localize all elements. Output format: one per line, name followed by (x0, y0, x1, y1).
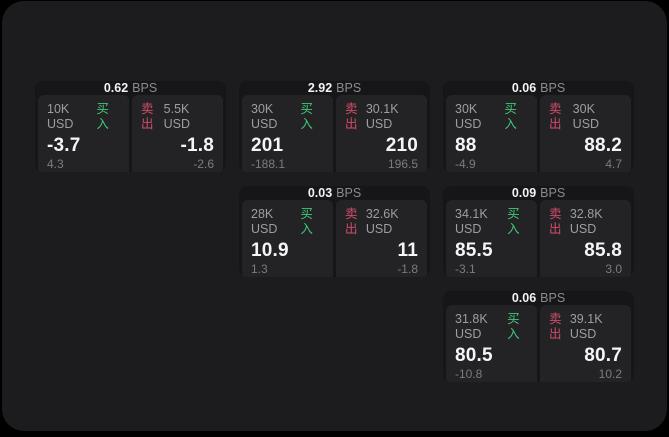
sell-pane[interactable]: 卖出 32.8K USD 85.8 3.0 (540, 200, 631, 277)
buy-price: 10.9 (251, 240, 289, 261)
sell-amount: 5.5K USD (163, 102, 191, 131)
buy-pane[interactable]: 34.1K USD 买入 85.5 -3.1 (446, 200, 537, 277)
buy-amount: 30K USD (455, 102, 482, 131)
quote-card-5: 0.09 BPS 34.1K USD 买入 85.5 -3.1 卖出 32.8K… (443, 186, 634, 277)
bps-value: 0.03 (307, 186, 333, 200)
sell-label: 卖出 (549, 207, 562, 236)
card-header: 0.06 BPS (446, 291, 631, 305)
buy-delta: -4.9 (455, 157, 476, 171)
app-panel: 0.62 BPS 10K USD 买入 -3.7 4.3 卖出 5.5K USD (2, 1, 667, 431)
buy-pane[interactable]: 30K USD 买入 88 -4.9 (446, 95, 537, 172)
sell-price: 11 (397, 240, 418, 261)
buy-amount: 10K USD (47, 102, 74, 131)
buy-price: 85.5 (455, 240, 493, 261)
sell-amount: 32.6K USD (365, 207, 399, 236)
bps-unit: BPS (336, 186, 362, 200)
sell-pane[interactable]: 卖出 39.1K USD 80.7 10.2 (540, 305, 631, 382)
bps-value: 0.06 (511, 291, 537, 305)
sell-label: 卖出 (345, 102, 358, 131)
buy-price: 88 (455, 135, 477, 156)
card-header: 0.62 BPS (38, 81, 223, 95)
bps-value: 0.09 (511, 186, 537, 200)
buy-pane[interactable]: 30K USD 买入 201 -188.1 (242, 95, 333, 172)
buy-label: 买入 (300, 207, 313, 236)
sell-price: 80.7 (584, 345, 622, 366)
bps-unit: BPS (540, 81, 566, 95)
bps-value: 0.62 (103, 81, 129, 95)
buy-delta: -188.1 (251, 157, 286, 171)
sell-pane[interactable]: 卖出 30K USD 88.2 4.7 (540, 95, 631, 172)
buy-pane[interactable]: 28K USD 买入 10.9 1.3 (242, 200, 333, 277)
bps-unit: BPS (336, 81, 362, 95)
buy-label: 买入 (507, 312, 520, 341)
buy-delta: -3.1 (455, 262, 476, 276)
buy-price: -3.7 (47, 135, 81, 156)
buy-label: 买入 (96, 102, 109, 131)
sell-delta: 196.5 (387, 157, 418, 171)
card-header: 2.92 BPS (242, 81, 427, 95)
card-header: 0.06 BPS (446, 81, 631, 95)
sell-delta: -1.8 (397, 262, 418, 276)
quotes-grid: 0.62 BPS 10K USD 买入 -3.7 4.3 卖出 5.5K USD (35, 81, 634, 382)
buy-pane[interactable]: 10K USD 买入 -3.7 4.3 (38, 95, 129, 172)
sell-price: 85.8 (584, 240, 622, 261)
buy-amount: 31.8K USD (455, 312, 488, 341)
quote-card-6: 0.06 BPS 31.8K USD 买入 80.5 -10.8 卖出 39.1… (443, 291, 634, 382)
quote-card-3: 0.06 BPS 30K USD 买入 88 -4.9 卖出 30K USD (443, 81, 634, 172)
buy-amount: 30K USD (251, 102, 278, 131)
quote-card-1: 0.62 BPS 10K USD 买入 -3.7 4.3 卖出 5.5K USD (35, 81, 226, 172)
sell-delta: 3.0 (605, 262, 622, 276)
buy-amount: 34.1K USD (455, 207, 488, 236)
buy-delta: 1.3 (251, 262, 268, 276)
sell-label: 卖出 (141, 102, 154, 131)
bps-unit: BPS (132, 81, 158, 95)
sell-price: 210 (385, 135, 418, 156)
buy-delta: -10.8 (455, 367, 483, 381)
buy-price: 80.5 (455, 345, 493, 366)
bps-unit: BPS (540, 291, 566, 305)
bps-value: 0.06 (511, 81, 537, 95)
buy-label: 买入 (504, 102, 517, 131)
buy-price: 201 (251, 135, 284, 156)
sell-delta: 4.7 (605, 157, 622, 171)
sell-amount: 32.8K USD (569, 207, 603, 236)
sell-label: 卖出 (549, 312, 562, 341)
sell-amount: 39.1K USD (569, 312, 603, 341)
bps-unit: BPS (540, 186, 566, 200)
buy-delta: 4.3 (47, 157, 64, 171)
sell-price: -1.8 (180, 135, 214, 156)
card-header: 0.09 BPS (446, 186, 631, 200)
sell-delta: 10.2 (598, 367, 622, 381)
card-header: 0.03 BPS (242, 186, 427, 200)
sell-pane[interactable]: 卖出 32.6K USD 11 -1.8 (336, 200, 427, 277)
sell-label: 卖出 (549, 102, 562, 131)
buy-amount: 28K USD (251, 207, 278, 236)
quote-card-4: 0.03 BPS 28K USD 买入 10.9 1.3 卖出 32.6K US… (239, 186, 430, 277)
quote-card-2: 2.92 BPS 30K USD 买入 201 -188.1 卖出 30.1K … (239, 81, 430, 172)
sell-amount: 30K USD (572, 102, 600, 131)
buy-label: 买入 (300, 102, 313, 131)
sell-delta: -2.6 (193, 157, 214, 171)
sell-pane[interactable]: 卖出 5.5K USD -1.8 -2.6 (132, 95, 223, 172)
sell-price: 88.2 (584, 135, 622, 156)
buy-label: 买入 (507, 207, 520, 236)
sell-amount: 30.1K USD (365, 102, 399, 131)
sell-pane[interactable]: 卖出 30.1K USD 210 196.5 (336, 95, 427, 172)
buy-pane[interactable]: 31.8K USD 买入 80.5 -10.8 (446, 305, 537, 382)
bps-value: 2.92 (307, 81, 333, 95)
sell-label: 卖出 (345, 207, 358, 236)
